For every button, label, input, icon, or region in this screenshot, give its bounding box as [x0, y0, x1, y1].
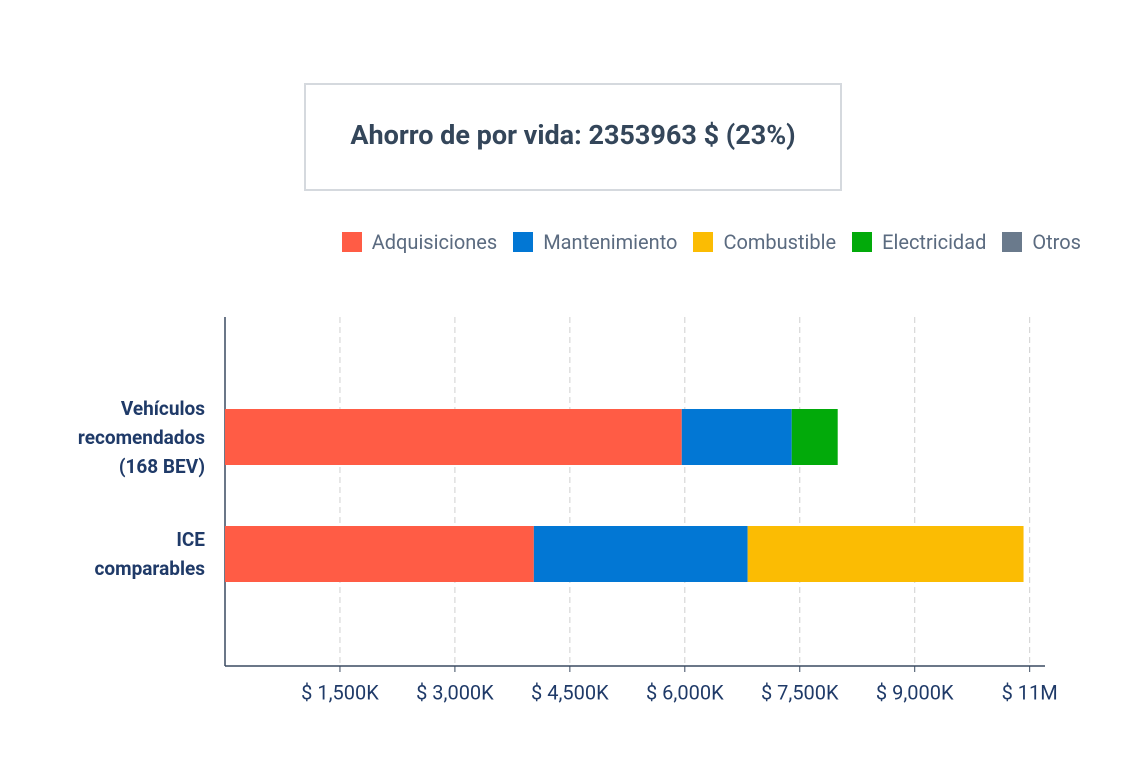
- bar-segment: [747, 526, 1024, 582]
- legend-label: Adquisiciones: [371, 230, 498, 254]
- legend-label: Otros: [1032, 230, 1081, 254]
- legend-item: Otros: [1002, 230, 1081, 254]
- chart-title: Ahorro de por vida: 2353963 $ (23%): [350, 119, 795, 151]
- legend: Adquisiciones Mantenimiento Combustible Ele…: [341, 230, 1081, 254]
- y-tick-label: Vehículos recomendados (168 BEV): [77, 396, 205, 478]
- x-tick-label: $ 1,500K: [301, 680, 379, 704]
- bar-segment: [225, 409, 682, 465]
- legend-label: Combustible: [723, 230, 837, 254]
- title-box: [304, 83, 842, 191]
- legend-swatch: [1002, 232, 1023, 252]
- bar-segment: [533, 526, 748, 582]
- legend-swatch: [852, 232, 873, 252]
- legend-item: Adquisiciones: [341, 230, 498, 254]
- x-tick-label: $ 6,000K: [646, 680, 724, 704]
- bar-segment: [225, 526, 534, 582]
- x-tick-label: $ 9,000K: [876, 680, 954, 704]
- legend-swatch: [693, 232, 714, 252]
- legend-item: Combustible: [693, 230, 836, 254]
- x-tick-label: $ 4,500K: [531, 680, 609, 704]
- legend-item: Mantenimiento: [513, 230, 677, 254]
- legend-label: Mantenimiento: [543, 230, 678, 254]
- x-tick-label: $ 11M: [1002, 680, 1058, 704]
- legend-swatch: [513, 232, 534, 252]
- y-tick-label: ICE comparables: [94, 528, 206, 580]
- legend-label: Electricidad: [882, 230, 987, 254]
- legend-item: Electricidad: [852, 230, 986, 254]
- x-tick-label: $ 7,500K: [761, 680, 839, 704]
- x-tick-label: $ 3,000K: [416, 680, 494, 704]
- legend-swatch: [341, 232, 362, 252]
- bar-segment: [791, 409, 838, 465]
- bar-segment: [681, 409, 792, 465]
